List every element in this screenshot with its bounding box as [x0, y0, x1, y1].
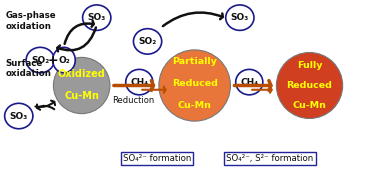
- Text: SO₄²⁻ formation: SO₄²⁻ formation: [123, 154, 191, 163]
- Ellipse shape: [159, 50, 231, 121]
- Text: Cu-Mn: Cu-Mn: [178, 101, 212, 110]
- Text: +: +: [48, 54, 59, 67]
- Ellipse shape: [236, 69, 263, 95]
- Text: Cu-Mn: Cu-Mn: [64, 91, 99, 101]
- Ellipse shape: [53, 57, 110, 114]
- Text: Surface
oxidation: Surface oxidation: [5, 59, 51, 78]
- Ellipse shape: [26, 47, 54, 73]
- Text: SO₃: SO₃: [231, 13, 249, 22]
- Text: Cu-Mn: Cu-Mn: [293, 101, 327, 110]
- Text: CH₄: CH₄: [130, 78, 148, 87]
- Text: Fully: Fully: [297, 61, 322, 70]
- Ellipse shape: [5, 103, 33, 129]
- Ellipse shape: [226, 5, 254, 30]
- Text: CH₄: CH₄: [240, 78, 258, 87]
- Text: O₂: O₂: [58, 56, 70, 65]
- Ellipse shape: [276, 52, 343, 119]
- Text: Reduction: Reduction: [112, 96, 154, 105]
- Text: SO₃: SO₃: [88, 13, 106, 22]
- Ellipse shape: [133, 29, 162, 54]
- Text: Oxidized: Oxidized: [58, 69, 105, 79]
- Text: Reduced: Reduced: [172, 79, 218, 88]
- Text: Gas-phase
oxidation: Gas-phase oxidation: [5, 11, 56, 31]
- Text: SO₄²⁻, S²⁻ formation: SO₄²⁻, S²⁻ formation: [226, 154, 314, 163]
- Ellipse shape: [83, 5, 111, 30]
- Ellipse shape: [126, 69, 153, 95]
- Ellipse shape: [53, 47, 75, 73]
- Text: Reduced: Reduced: [287, 81, 333, 90]
- Text: SO₂: SO₂: [31, 56, 50, 65]
- Text: Partially: Partially: [172, 57, 217, 66]
- Text: SO₃: SO₃: [10, 111, 28, 121]
- Text: SO₂: SO₂: [138, 37, 157, 46]
